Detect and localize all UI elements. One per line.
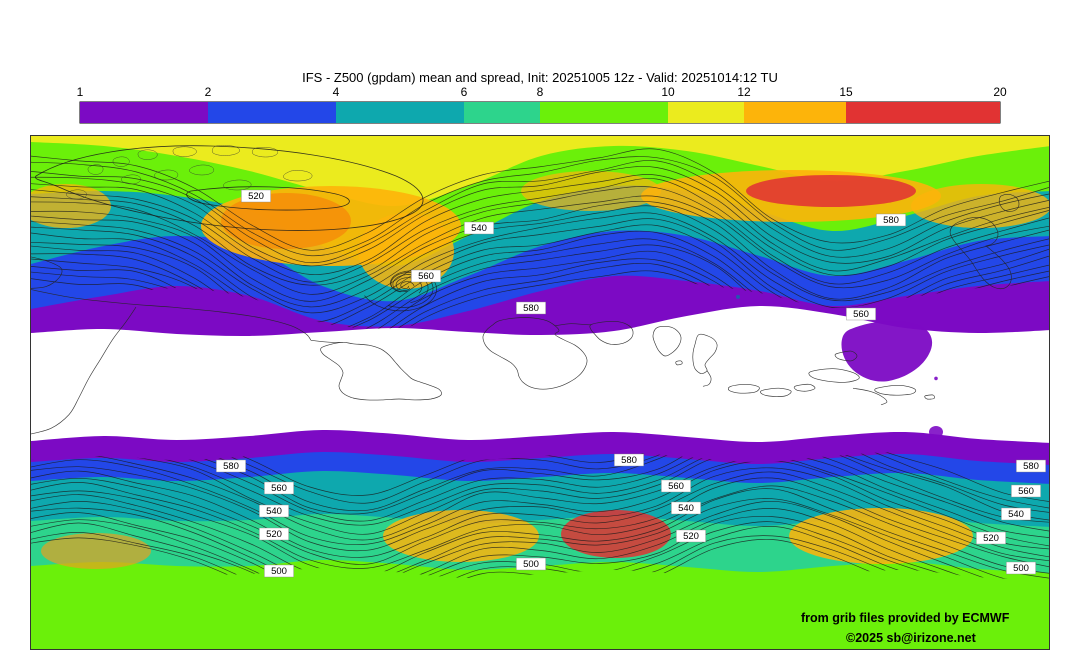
svg-text:580: 580 <box>883 215 899 226</box>
svg-text:520: 520 <box>248 191 264 202</box>
svg-text:540: 540 <box>1008 509 1024 520</box>
svg-text:580: 580 <box>621 455 637 466</box>
svg-text:15: 15 <box>839 85 853 99</box>
svg-text:10: 10 <box>661 85 675 99</box>
svg-text:520: 520 <box>983 533 999 544</box>
svg-text:2: 2 <box>205 85 212 99</box>
svg-text:500: 500 <box>523 559 539 570</box>
svg-text:540: 540 <box>471 223 487 234</box>
svg-text:540: 540 <box>678 503 694 514</box>
svg-text:1: 1 <box>77 85 84 99</box>
svg-text:8: 8 <box>537 85 544 99</box>
svg-text:500: 500 <box>271 566 287 577</box>
svg-text:©2025 sb@irizone.net: ©2025 sb@irizone.net <box>846 631 977 645</box>
svg-text:20: 20 <box>993 85 1007 99</box>
svg-text:560: 560 <box>853 309 869 320</box>
svg-text:6: 6 <box>461 85 468 99</box>
svg-text:580: 580 <box>1023 461 1039 472</box>
svg-text:560: 560 <box>418 271 434 282</box>
svg-text:560: 560 <box>1018 486 1034 497</box>
svg-text:from grib files provided by EC: from grib files provided by ECMWF <box>801 611 1010 625</box>
svg-text:580: 580 <box>523 303 539 314</box>
svg-text:560: 560 <box>668 481 684 492</box>
svg-text:560: 560 <box>271 483 287 494</box>
svg-text:4: 4 <box>333 85 340 99</box>
svg-text:12: 12 <box>737 85 751 99</box>
svg-text:520: 520 <box>683 531 699 542</box>
svg-text:540: 540 <box>266 506 282 517</box>
svg-text:500: 500 <box>1013 563 1029 574</box>
svg-text:580: 580 <box>223 461 239 472</box>
svg-text:520: 520 <box>266 529 282 540</box>
